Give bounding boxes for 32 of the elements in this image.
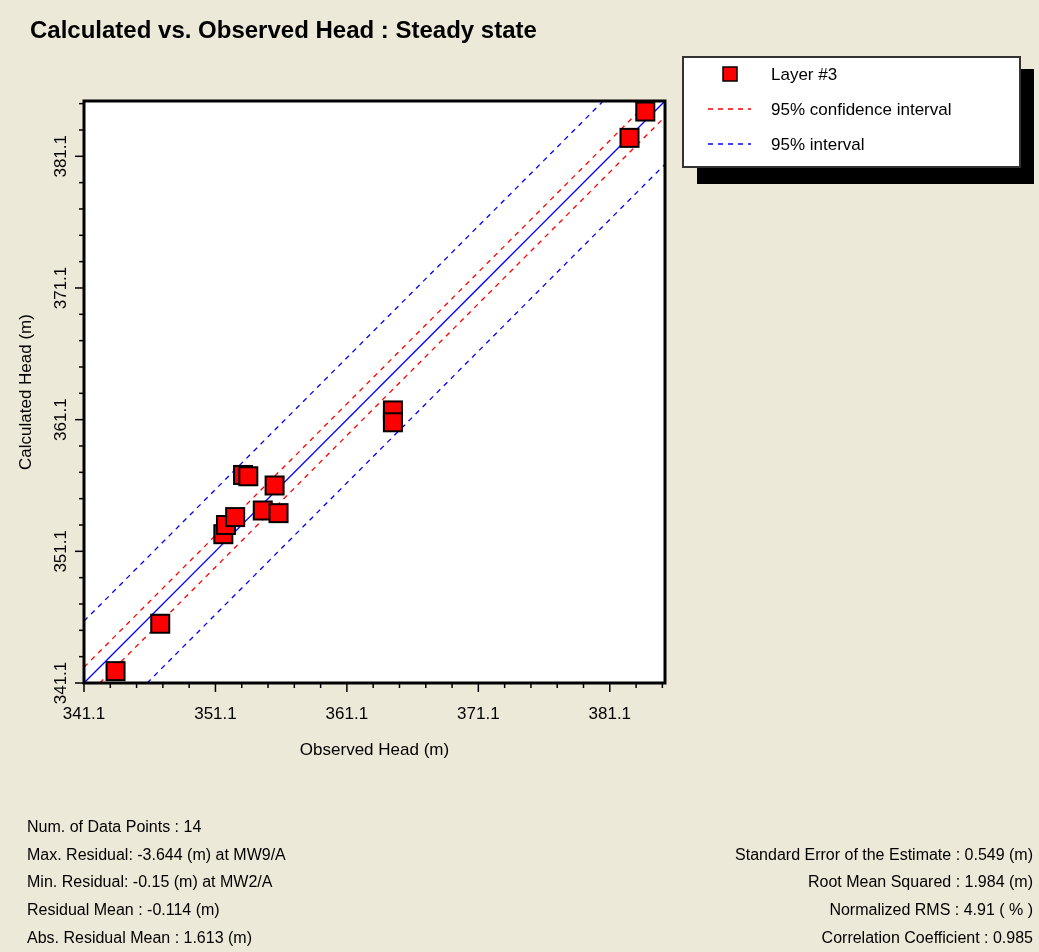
text: Correlation Coefficient : 0.985 (821, 928, 1034, 946)
point (382, 412, 403, 433)
x-tick-label: 381.1 (588, 704, 632, 723)
point (238, 466, 259, 487)
text: Standard Error of the Estimate : 0.549 (m) (735, 845, 1033, 863)
x-tick-label: 351.1 (194, 704, 237, 723)
chart-title: Calculated vs. Observed Head : Steady state (30, 16, 537, 43)
y-tick-label: 381.1 (51, 135, 70, 178)
text: Min. Residual: -0.15 (m) at MW2/A (27, 873, 273, 891)
legend-label: 95% interval (771, 135, 865, 154)
text: Num. of Data Points : 14 (27, 818, 202, 835)
legend-label: Layer #3 (771, 65, 838, 84)
point (150, 613, 171, 634)
point (105, 661, 126, 682)
text: Root Mean Squared : 1.984 (m) (807, 873, 1033, 891)
point (619, 127, 640, 148)
y-tick-label: 371.1 (51, 266, 70, 310)
y-axis-title: Calculated Head (m) (16, 314, 35, 470)
legend-label: 95% confidence interval (771, 100, 952, 119)
point (225, 507, 246, 528)
point (268, 503, 289, 524)
point (264, 475, 285, 496)
y-tick-label: 361.1 (51, 398, 70, 441)
x-axis-title: Observed Head (m) (299, 740, 450, 759)
x-tick-label: 361.1 (325, 704, 369, 723)
text: Abs. Residual Mean : 1.613 (m) (27, 928, 252, 946)
text: Max. Residual: -3.644 (m) at MW9/A (27, 845, 287, 863)
text: Normalized RMS : 4.91 ( % ) (829, 901, 1033, 919)
y-tick-label: 351.1 (51, 530, 70, 573)
text: Residual Mean : -0.114 (m) (27, 901, 220, 919)
point (635, 101, 656, 122)
x-tick-label: 371.1 (457, 704, 500, 723)
